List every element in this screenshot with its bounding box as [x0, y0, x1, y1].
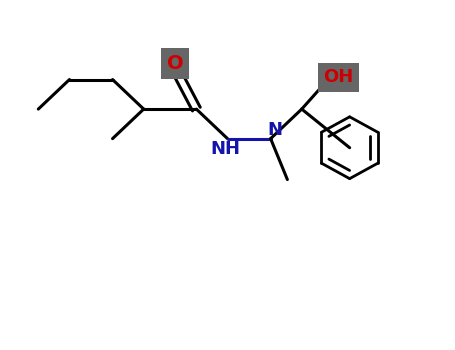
Text: NH: NH — [210, 140, 240, 158]
Text: N: N — [267, 121, 282, 139]
Text: O: O — [167, 54, 183, 73]
Text: OH: OH — [324, 68, 354, 86]
